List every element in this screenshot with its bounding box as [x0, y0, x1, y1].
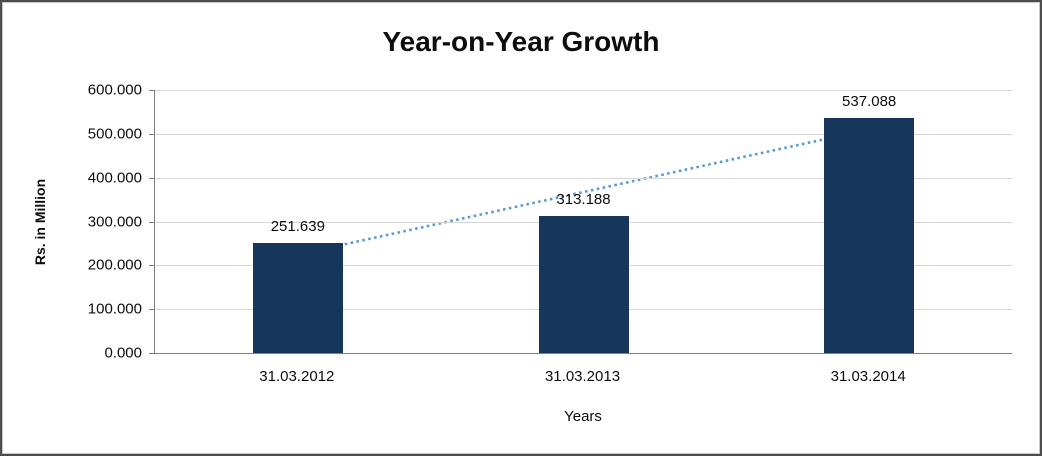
y-axis-tick-labels: 0.000 100.000 200.000 300.000 400.000 500.000…	[2, 82, 142, 362]
x-axis-tick-label: 31.03.2013	[544, 368, 621, 385]
y-axis-tick-mark	[149, 90, 155, 91]
y-axis-tick-mark	[149, 353, 155, 354]
y-axis-tick-label: 200.000	[87, 256, 142, 274]
bar-data-label: 251.639	[270, 217, 325, 235]
gridline	[155, 177, 1012, 179]
y-axis-tick-label: 300.000	[87, 213, 142, 230]
y-axis-tick-label: 100.000	[87, 300, 142, 318]
trendline	[297, 128, 870, 256]
bar	[538, 215, 629, 353]
x-axis-tick-label: 31.03.2014	[830, 368, 906, 385]
y-axis-tick-label: 0.000	[104, 344, 142, 362]
y-axis-tick-label: 500.000	[87, 125, 142, 143]
trendline-layer	[297, 128, 870, 256]
bar-data-label: 537.088	[842, 92, 897, 110]
gridline	[155, 90, 1012, 91]
y-axis-tick-mark	[149, 133, 155, 135]
bar	[824, 117, 915, 353]
plot-area: 251.639 313.188 537.088	[149, 90, 1012, 354]
x-axis-tick-labels: 31.03.2012 31.03.2013 31.03.2014	[154, 368, 1012, 390]
y-axis-tick-mark	[149, 309, 155, 311]
y-axis-tick-mark	[149, 177, 155, 179]
y-axis-tick-mark	[149, 265, 155, 267]
x-axis-tick-label: 31.03.2012	[259, 368, 335, 385]
bar-data-label: 313.188	[556, 190, 611, 208]
y-axis-tick-label: 400.000	[87, 169, 142, 187]
bar	[252, 242, 343, 353]
chart-title: Year-on-Year Growth	[382, 26, 660, 57]
gridline	[155, 133, 1012, 135]
x-axis-title: Years	[564, 408, 602, 425]
y-axis-tick-label: 600.000	[87, 81, 142, 99]
y-axis-tick-mark	[149, 221, 155, 223]
